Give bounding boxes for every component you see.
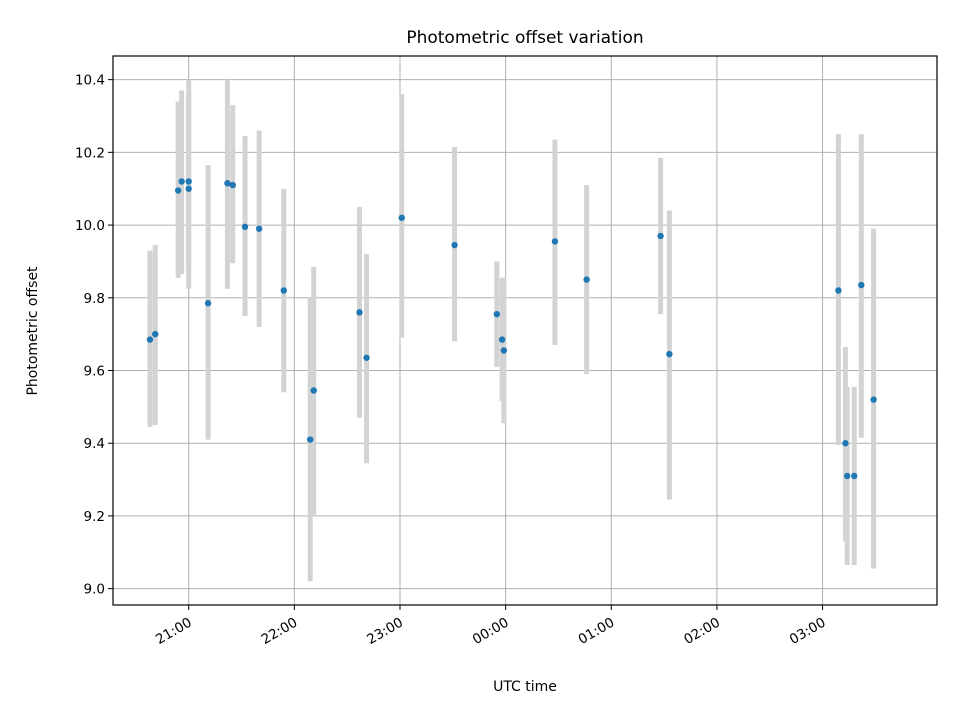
plot-frame <box>112 55 938 606</box>
x-tick-label: 21:00 <box>153 615 195 648</box>
x-tick-label: 01:00 <box>576 615 618 648</box>
data-point <box>842 440 849 447</box>
y-tick-label: 9.2 <box>84 509 105 525</box>
y-tick-label: 10.2 <box>75 145 105 161</box>
data-point <box>583 276 590 283</box>
data-point <box>229 181 236 189</box>
data-point <box>551 238 559 245</box>
error-bars <box>147 79 877 582</box>
data-point <box>224 180 231 187</box>
x-tick-label: 00:00 <box>470 615 512 648</box>
data-point <box>178 178 185 185</box>
data-point <box>255 225 263 232</box>
data-point <box>280 287 287 294</box>
data-point <box>493 310 501 318</box>
data-point <box>185 178 192 185</box>
y-axis-label: Photometric offset <box>25 266 41 396</box>
data-point <box>451 241 458 249</box>
data-point <box>185 185 192 192</box>
chart-title: Photometric offset variation <box>406 28 643 48</box>
y-tick-label: 9.4 <box>84 436 105 452</box>
y-tick-label: 10.0 <box>75 218 105 234</box>
data-point <box>835 287 842 294</box>
data-point <box>500 347 508 354</box>
data-point <box>356 309 363 316</box>
data-point <box>398 214 405 221</box>
y-tick-label: 10.4 <box>75 73 105 89</box>
data-point <box>844 472 851 480</box>
data-point <box>204 300 212 307</box>
data-point <box>146 336 154 343</box>
x-tick-label: 02:00 <box>681 615 723 648</box>
data-point <box>666 350 673 358</box>
data-point <box>870 396 877 403</box>
data-points <box>146 178 877 480</box>
y-tick-label: 9.6 <box>84 363 105 379</box>
x-tick-label: 03:00 <box>787 615 829 648</box>
x-tick-label: 23:00 <box>364 615 406 648</box>
data-point <box>363 354 370 361</box>
y-tick-label: 9.0 <box>84 582 105 598</box>
data-point <box>498 336 506 343</box>
x-axis-label: UTC time <box>493 679 557 695</box>
data-point <box>858 281 865 289</box>
x-tick-label: 22:00 <box>259 615 301 648</box>
data-point <box>310 387 317 394</box>
data-point <box>241 223 249 231</box>
grid-lines <box>113 56 937 605</box>
y-tick-label: 9.8 <box>84 291 105 307</box>
data-point <box>657 232 664 240</box>
data-point <box>851 472 858 480</box>
x-axis-ticks: 21:00 22:00 23:00 00:00 01:00 02:00 03:00 <box>153 605 829 648</box>
data-point <box>174 187 182 194</box>
data-point <box>306 436 314 443</box>
data-point <box>152 330 159 338</box>
y-axis-ticks: 9.0 9.2 9.4 9.6 9.8 10.0 10.2 10.4 <box>75 73 113 598</box>
